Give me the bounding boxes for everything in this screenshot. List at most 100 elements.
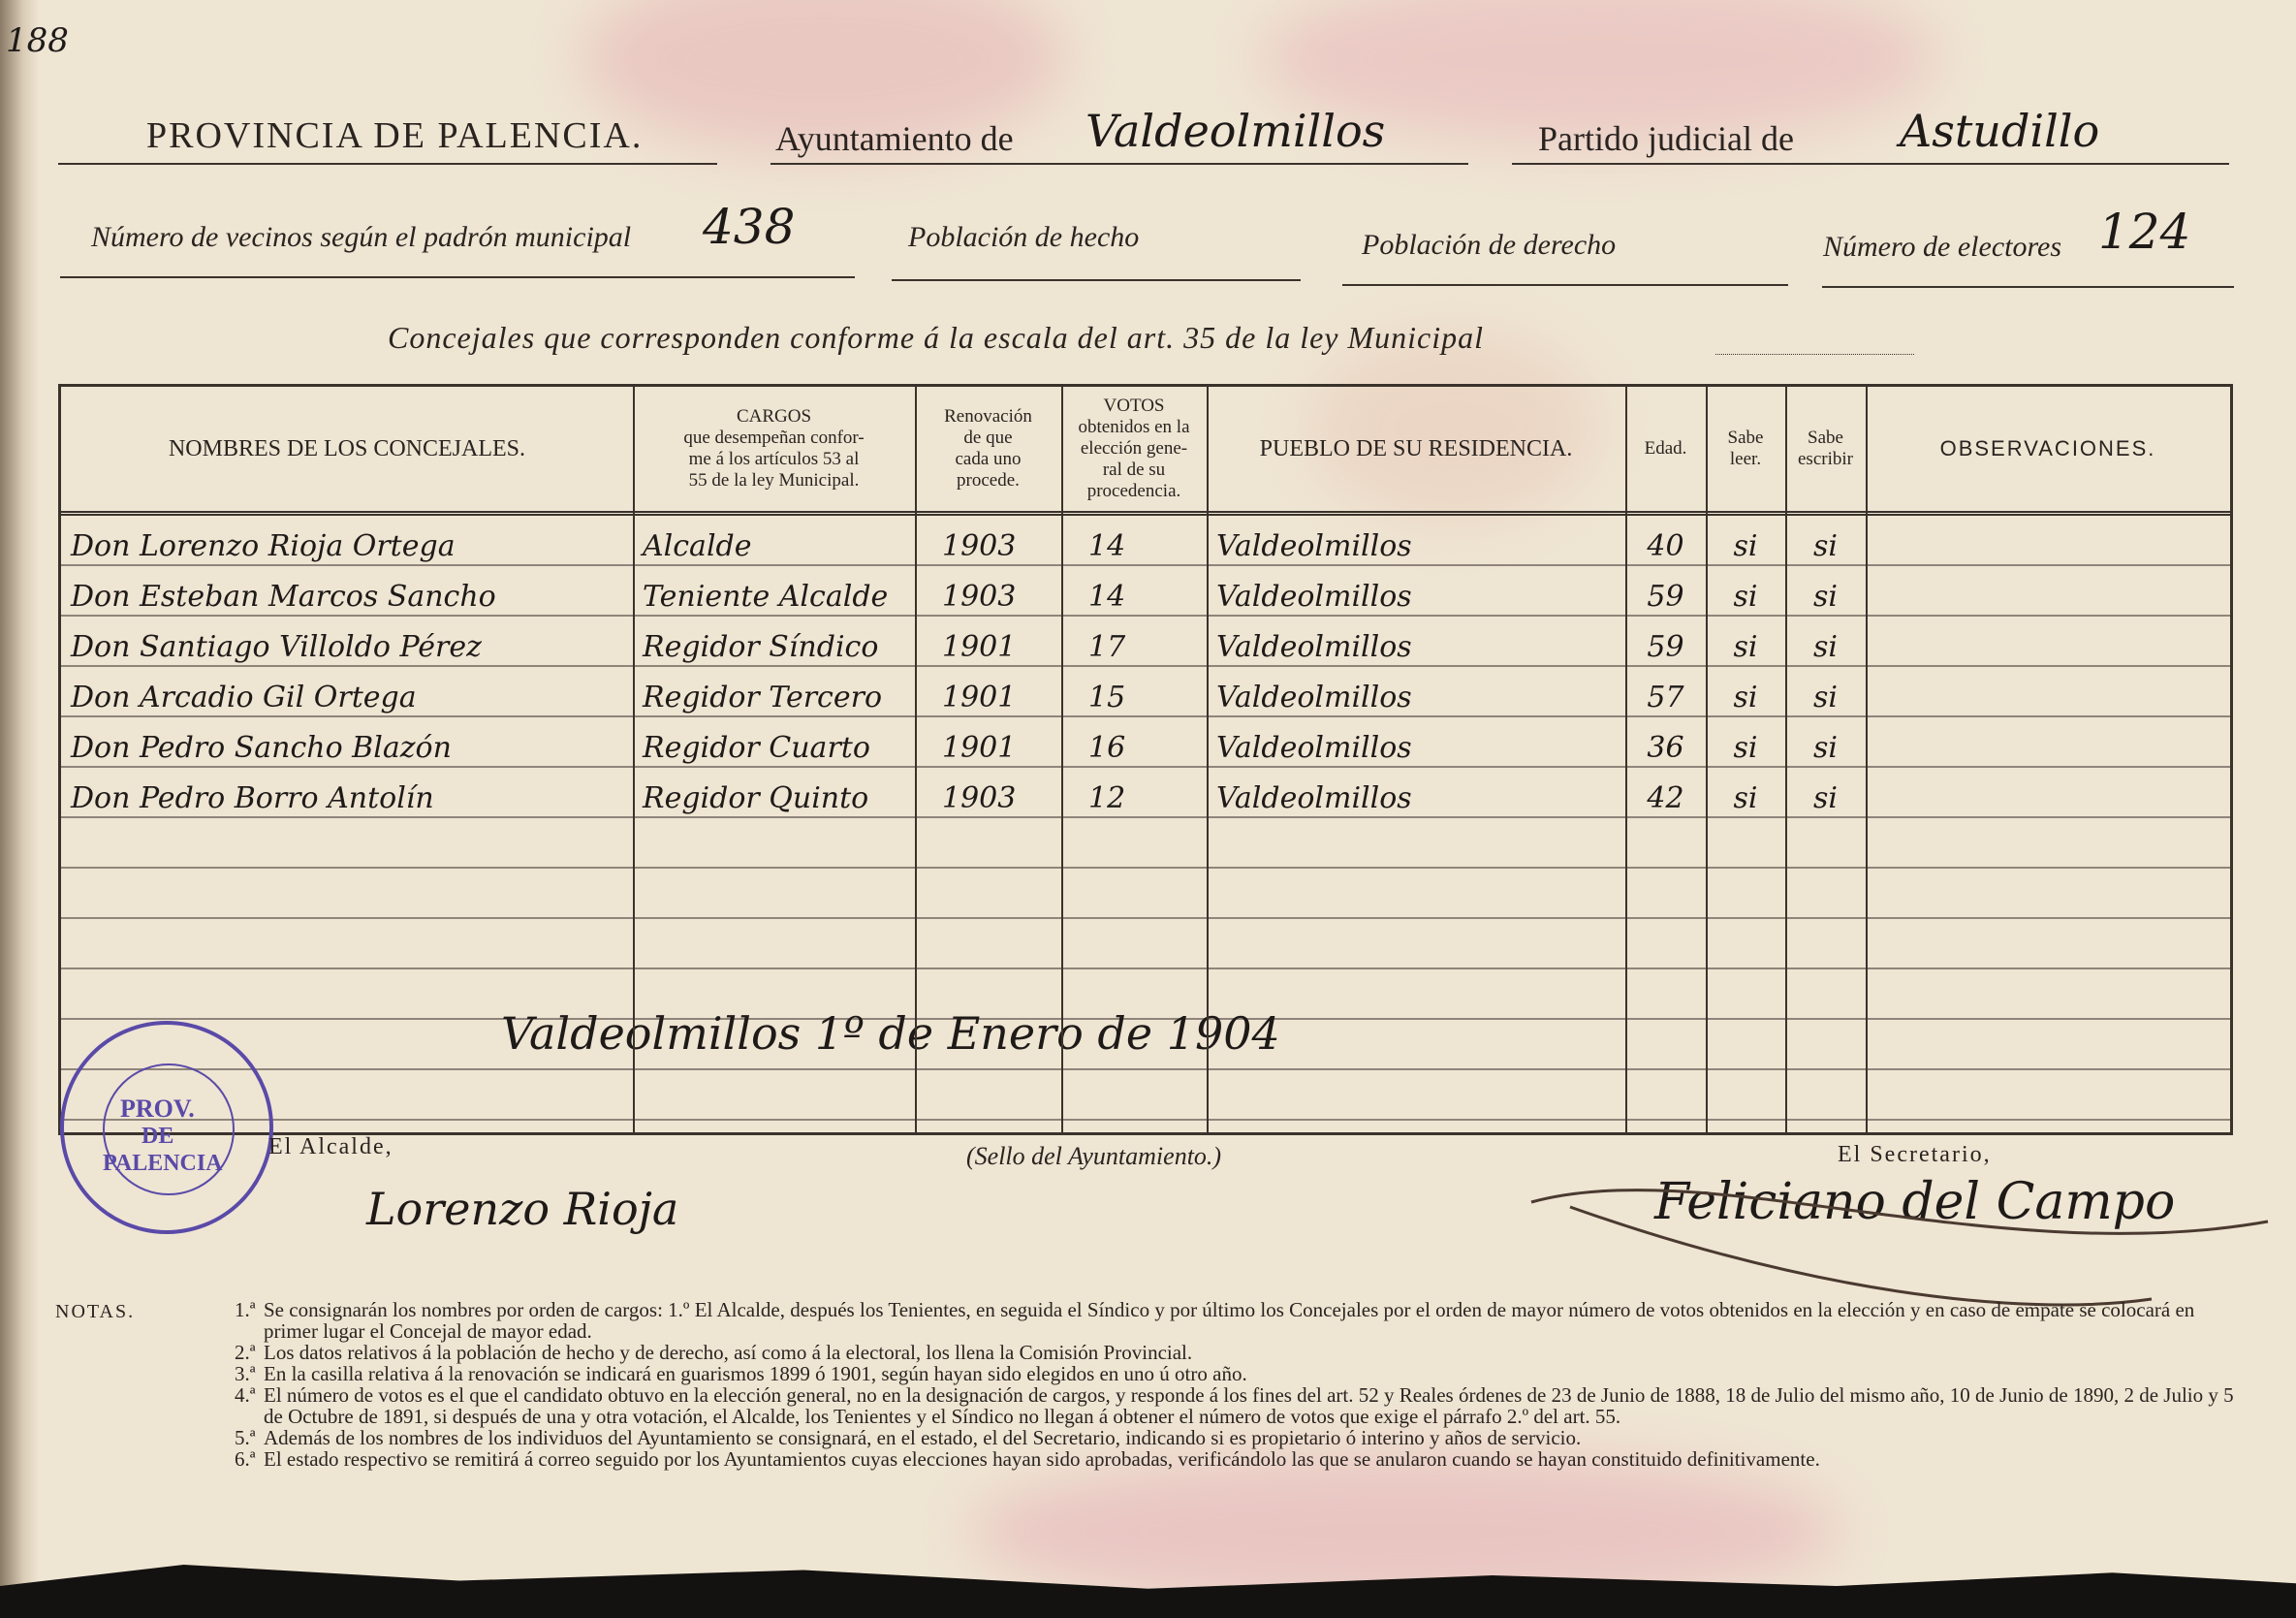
cell-renovacion: 1901 — [942, 681, 1017, 714]
header-sabe-escribir: Sabe escribir — [1798, 428, 1853, 469]
cell-votos: 15 — [1088, 681, 1126, 714]
cell-sabe-escribir: si — [1813, 529, 1838, 563]
cell-votos: 16 — [1088, 731, 1126, 765]
cell-sabe-leer: si — [1733, 580, 1758, 614]
cell-sabe-escribir: si — [1813, 630, 1838, 664]
header-nombre: NOMBRES DE LOS CONCEJALES. — [168, 436, 526, 461]
signature-flourish — [1530, 1189, 2269, 1307]
column-divider — [1785, 387, 1787, 1132]
cell-sabe-leer: si — [1733, 681, 1758, 714]
cell-renovacion: 1901 — [942, 731, 1017, 765]
cell-cargo: Regidor Tercero — [643, 681, 883, 714]
table-row: Don Arcadio Gil Ortega Regidor Tercero 190… — [61, 673, 2230, 723]
cell-sabe-leer: si — [1733, 781, 1758, 815]
note-number: 3.ª — [235, 1362, 256, 1385]
table-header: NOMBRES DE LOS CONCEJALES. CARGOS que des… — [61, 387, 2230, 516]
table-row: Don Esteban Marcos Sancho Teniente Alcald… — [61, 572, 2230, 622]
vecinos-label: Número de vecinos según el padrón munici… — [91, 221, 632, 253]
cell-edad: 40 — [1647, 529, 1684, 563]
note-text: Los datos relativos á la población de he… — [264, 1341, 1193, 1364]
alcalde-label: El Alcalde, — [268, 1134, 393, 1159]
table-row: Don Santiago Villoldo Pérez Regidor Síndi… — [61, 622, 2230, 673]
column-divider — [1061, 387, 1063, 1132]
ayuntamiento-stamp: PROV. DE PALENCIA — [60, 1021, 273, 1234]
column-divider — [1625, 387, 1627, 1132]
column-divider — [1207, 387, 1209, 1132]
cell-cargo: Alcalde Presidente — [643, 529, 752, 563]
cell-observaciones — [1866, 774, 2230, 824]
stain — [582, 0, 1066, 155]
note-item: 4.ª El número de votos es el que el candi… — [55, 1384, 2246, 1427]
table-row: Don Pedro Sancho Blazón Regidor Cuarto 190… — [61, 723, 2230, 774]
table-row: Don Lorenzo Rioja Ortega Alcalde Presiden… — [61, 522, 2230, 572]
cell-votos: 14 — [1088, 529, 1126, 563]
header-observaciones: OBSERVACIONES. — [1939, 436, 2156, 460]
header-renovacion: Renovación de que cada uno procede. — [944, 406, 1032, 491]
cell-sabe-leer: si — [1733, 529, 1758, 563]
cell-edad: 36 — [1647, 731, 1684, 765]
ayuntamiento-value: Valdeolmillos — [1085, 105, 1386, 157]
cell-nombre: Don Lorenzo Rioja Ortega — [71, 529, 456, 563]
cell-sabe-escribir: si — [1813, 731, 1838, 765]
cell-cargo: Regidor Quinto — [643, 781, 869, 815]
table-body: Don Lorenzo Rioja Ortega Alcalde Presiden… — [61, 516, 2230, 1132]
note-item: 6.ª El estado respectivo se remitirá á co… — [55, 1448, 2246, 1470]
column-divider — [915, 387, 917, 1132]
stain — [1260, 0, 1938, 145]
book-spine — [0, 0, 39, 1618]
column-divider — [633, 387, 635, 1132]
note-text: El estado respectivo se remitirá á corre… — [264, 1447, 1820, 1471]
cell-observaciones — [1866, 673, 2230, 723]
cell-renovacion: 1903 — [942, 529, 1017, 563]
header-edad: Edad. — [1644, 438, 1687, 459]
partido-value: Astudillo — [1900, 105, 2100, 157]
date-line: Valdeolmillos 1º de Enero de 1904 — [501, 1007, 1280, 1060]
concejales-table: NOMBRES DE LOS CONCEJALES. CARGOS que des… — [58, 384, 2233, 1135]
cell-nombre: Don Esteban Marcos Sancho — [71, 580, 496, 614]
cell-renovacion: 1903 — [942, 781, 1017, 815]
column-divider — [1866, 387, 1868, 1132]
secretario-signature: Feliciano del Campo — [1654, 1173, 2176, 1231]
note-item: 3.ª En la casilla relativa á la renovació… — [55, 1363, 2246, 1384]
note-item: 5.ª Además de los nombres de los individu… — [55, 1427, 2246, 1448]
cell-sabe-leer: si — [1733, 731, 1758, 765]
alcalde-signature: Lorenzo Rioja — [366, 1183, 679, 1235]
cell-edad: 42 — [1647, 781, 1684, 815]
cell-pueblo: Valdeolmillos — [1216, 630, 1412, 664]
header-pueblo: PUEBLO DE SU RESIDENCIA. — [1259, 436, 1573, 461]
vecinos-value: 438 — [703, 199, 796, 255]
partido-label: Partido judicial de — [1538, 119, 1794, 158]
note-text: En la casilla relativa á la renovación s… — [264, 1362, 1247, 1385]
note-text: El número de votos es el que el candidat… — [264, 1383, 2234, 1428]
note-number: 6.ª — [235, 1447, 256, 1471]
notes-label: NOTAS. — [55, 1301, 136, 1322]
stain — [1308, 330, 1599, 523]
cell-sabe-escribir: si — [1813, 580, 1838, 614]
poblacion-hecho-label: Población de hecho — [908, 221, 1140, 253]
cell-pueblo: Valdeolmillos — [1216, 580, 1412, 614]
concejales-subtitle: Concejales que corresponden conforme á l… — [388, 320, 1485, 355]
cell-sabe-escribir: si — [1813, 681, 1838, 714]
header-votos: VOTOS obtenidos en la elección gene- ral… — [1078, 396, 1190, 501]
page-number: 188 — [6, 21, 69, 60]
note-number: 5.ª — [235, 1426, 256, 1449]
note-text: Se consignarán los nombres por orden de … — [264, 1298, 2195, 1343]
cell-renovacion: 1901 — [942, 630, 1017, 664]
cell-observaciones — [1866, 723, 2230, 774]
note-item: 1.ª Se consignarán los nombres por orden … — [55, 1299, 2246, 1342]
cell-edad: 59 — [1647, 630, 1684, 664]
cell-sabe-escribir: si — [1813, 781, 1838, 815]
note-text: Además de los nombres de los individuos … — [264, 1426, 1582, 1449]
cell-renovacion: 1903 — [942, 580, 1017, 614]
cell-cargo: Regidor Cuarto — [643, 731, 870, 765]
cell-votos: 12 — [1088, 781, 1126, 815]
note-item: 2.ª Los datos relativos á la población de… — [55, 1342, 2246, 1363]
cell-pueblo: Valdeolmillos — [1216, 731, 1412, 765]
table-row: Don Pedro Borro Antolín Regidor Quinto 190… — [61, 774, 2230, 824]
cell-edad: 59 — [1647, 580, 1684, 614]
cell-edad: 57 — [1647, 681, 1684, 714]
cell-cargo: Regidor Síndico — [643, 630, 879, 664]
sello-label: (Sello del Ayuntamiento.) — [966, 1142, 1222, 1170]
ayuntamiento-label: Ayuntamiento de — [775, 119, 1014, 158]
cell-pueblo: Valdeolmillos — [1216, 781, 1412, 815]
